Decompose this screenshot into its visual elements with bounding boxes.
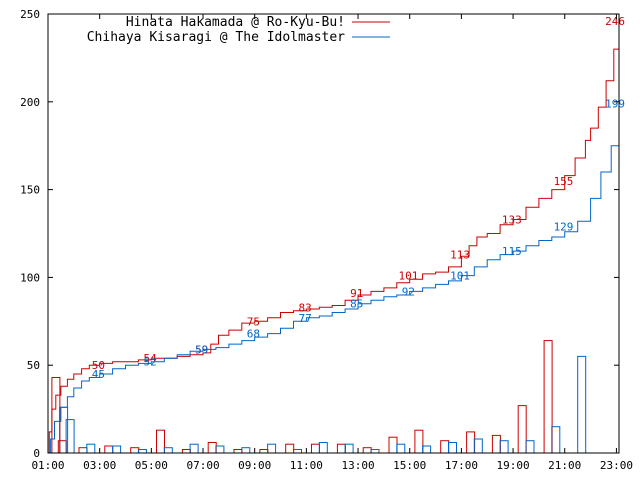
x-tick-label: 09:00 <box>238 459 271 472</box>
axis-ticks-layer: 0 50 100 150 200 250 01:00 03:00 05:00 07:00 09:00… <box>20 8 633 472</box>
hourly-bar-chihaya-13 <box>370 449 380 454</box>
hourly-bar-hinata-19 <box>517 405 527 454</box>
hourly-bar-chihaya-6 <box>189 443 199 454</box>
data-label-chihaya-7: 101 <box>450 270 470 283</box>
data-label-hinata-5: 91 <box>350 287 363 300</box>
data-label-chihaya-8: 115 <box>502 245 522 258</box>
data-label-hinata-6: 101 <box>398 270 418 283</box>
hourly-bar-hinata-13 <box>362 447 372 454</box>
hourly-bar-chihaya-7 <box>215 445 225 454</box>
y-tick-label: 50 <box>27 359 40 372</box>
hourly-bar-chihaya-17 <box>473 438 483 454</box>
hourly-bar-hinata-3 <box>104 445 114 454</box>
hourly-bar-hinata-5 <box>156 429 165 454</box>
hourly-bar-chihaya-19 <box>525 440 535 454</box>
series-line-chihaya <box>48 103 620 454</box>
hourly-bar-hinata-17 <box>466 431 476 454</box>
hourly-bar-chihaya-11 <box>318 442 328 454</box>
data-label-hinata-10: 246 <box>605 15 625 28</box>
hourly-bar-chihaya-3 <box>112 445 122 454</box>
data-labels-layer: 5054597583911011131331552464552596877859… <box>92 15 625 381</box>
hourly-bar-hinata-11 <box>311 443 320 454</box>
x-tick-label: 05:00 <box>135 459 168 472</box>
data-label-chihaya-5: 85 <box>350 298 363 311</box>
hourly-bar-chihaya-5 <box>163 447 173 454</box>
y-tick-label: 100 <box>20 271 40 284</box>
y-tick-label: 200 <box>20 96 40 109</box>
y-tick-label: 0 <box>33 447 40 460</box>
data-label-hinata-1: 54 <box>143 352 157 365</box>
data-label-hinata-9: 155 <box>554 175 574 188</box>
data-label-chihaya-3: 68 <box>247 328 260 341</box>
data-label-hinata-4: 83 <box>298 301 311 314</box>
hourly-bar-hinata-2 <box>78 447 88 454</box>
data-label-hinata-3: 75 <box>247 315 260 328</box>
hourly-bar-chihaya-4 <box>137 449 147 454</box>
hourly-bar-hinata-9 <box>259 449 269 454</box>
hourly-bar-hinata-7 <box>207 442 217 454</box>
data-label-chihaya-0: 45 <box>92 368 105 381</box>
hourly-bar-chihaya-8 <box>241 447 251 454</box>
hourly-bar-chihaya-9 <box>267 443 277 454</box>
legend: Hinata Hakamada @ Ro-Kyu-Bu! Chihaya Kis… <box>87 15 390 45</box>
data-label-hinata-7: 113 <box>450 249 470 262</box>
hourly-bar-hinata-10 <box>285 443 295 454</box>
hourly-bar-hinata-6 <box>181 449 191 454</box>
hourly-bar-chihaya-10 <box>293 449 302 454</box>
hourly-bar-hinata-15 <box>414 429 424 454</box>
data-label-hinata-0: 50 <box>92 359 105 372</box>
hourly-bar-chihaya-20 <box>551 426 561 454</box>
hourly-bar-hinata-18 <box>491 434 501 454</box>
hourly-bar-hinata-20 <box>543 340 553 454</box>
data-label-hinata-2: 59 <box>195 343 208 356</box>
hourly-bar-chihaya-15 <box>422 445 432 454</box>
x-tick-label: 13:00 <box>341 459 374 472</box>
series-line-hinata <box>48 21 620 454</box>
hourly-bar-chihaya-16 <box>448 442 457 454</box>
x-tick-label: 07:00 <box>186 459 219 472</box>
legend-label-chihaya: Chihaya Kisaragi @ The Idolmaster <box>87 30 345 45</box>
data-label-chihaya-1: 52 <box>143 356 156 369</box>
cumulative-lines-layer <box>48 21 620 454</box>
hourly-bar-chihaya-14 <box>396 443 406 454</box>
x-tick-label: 03:00 <box>83 459 116 472</box>
y-tick-label: 150 <box>20 184 40 197</box>
data-label-chihaya-2: 59 <box>195 343 208 356</box>
x-tick-label: 21:00 <box>548 459 581 472</box>
x-tick-label: 19:00 <box>497 459 530 472</box>
data-label-hinata-8: 133 <box>502 214 522 227</box>
legend-label-hinata: Hinata Hakamada @ Ro-Kyu-Bu! <box>126 15 345 30</box>
data-label-chihaya-10: 199 <box>605 98 625 111</box>
x-tick-label: 17:00 <box>445 459 478 472</box>
data-label-chihaya-9: 129 <box>554 221 574 234</box>
data-label-chihaya-4: 77 <box>298 312 311 325</box>
x-tick-label: 01:00 <box>31 459 64 472</box>
hourly-bar-chihaya-12 <box>344 443 354 454</box>
x-tick-label: 23:00 <box>600 459 633 472</box>
hourly-bar-chihaya-2 <box>86 443 96 454</box>
hourly-bars-layer <box>51 340 587 454</box>
data-label-chihaya-6: 92 <box>402 285 415 298</box>
hourly-bar-chihaya-21 <box>577 355 587 454</box>
hourly-bar-hinata-16 <box>440 440 450 454</box>
hourly-bar-hinata-12 <box>336 443 346 454</box>
hourly-bar-hinata-14 <box>388 436 398 454</box>
hourly-bar-hinata-8 <box>233 449 243 454</box>
x-tick-label: 11:00 <box>290 459 323 472</box>
x-tick-label: 15:00 <box>393 459 426 472</box>
y-tick-label: 250 <box>20 8 40 21</box>
hourly-bar-chihaya-18 <box>499 440 509 454</box>
plot-frame <box>47 13 620 454</box>
hourly-bar-hinata-4 <box>130 447 140 454</box>
